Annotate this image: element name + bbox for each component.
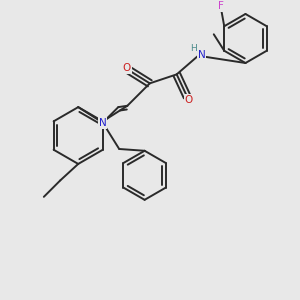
Text: N: N xyxy=(99,118,106,128)
Text: N: N xyxy=(198,50,206,60)
Text: O: O xyxy=(123,63,131,74)
Text: F: F xyxy=(218,1,224,11)
Text: H: H xyxy=(190,44,197,53)
Text: O: O xyxy=(184,95,193,105)
